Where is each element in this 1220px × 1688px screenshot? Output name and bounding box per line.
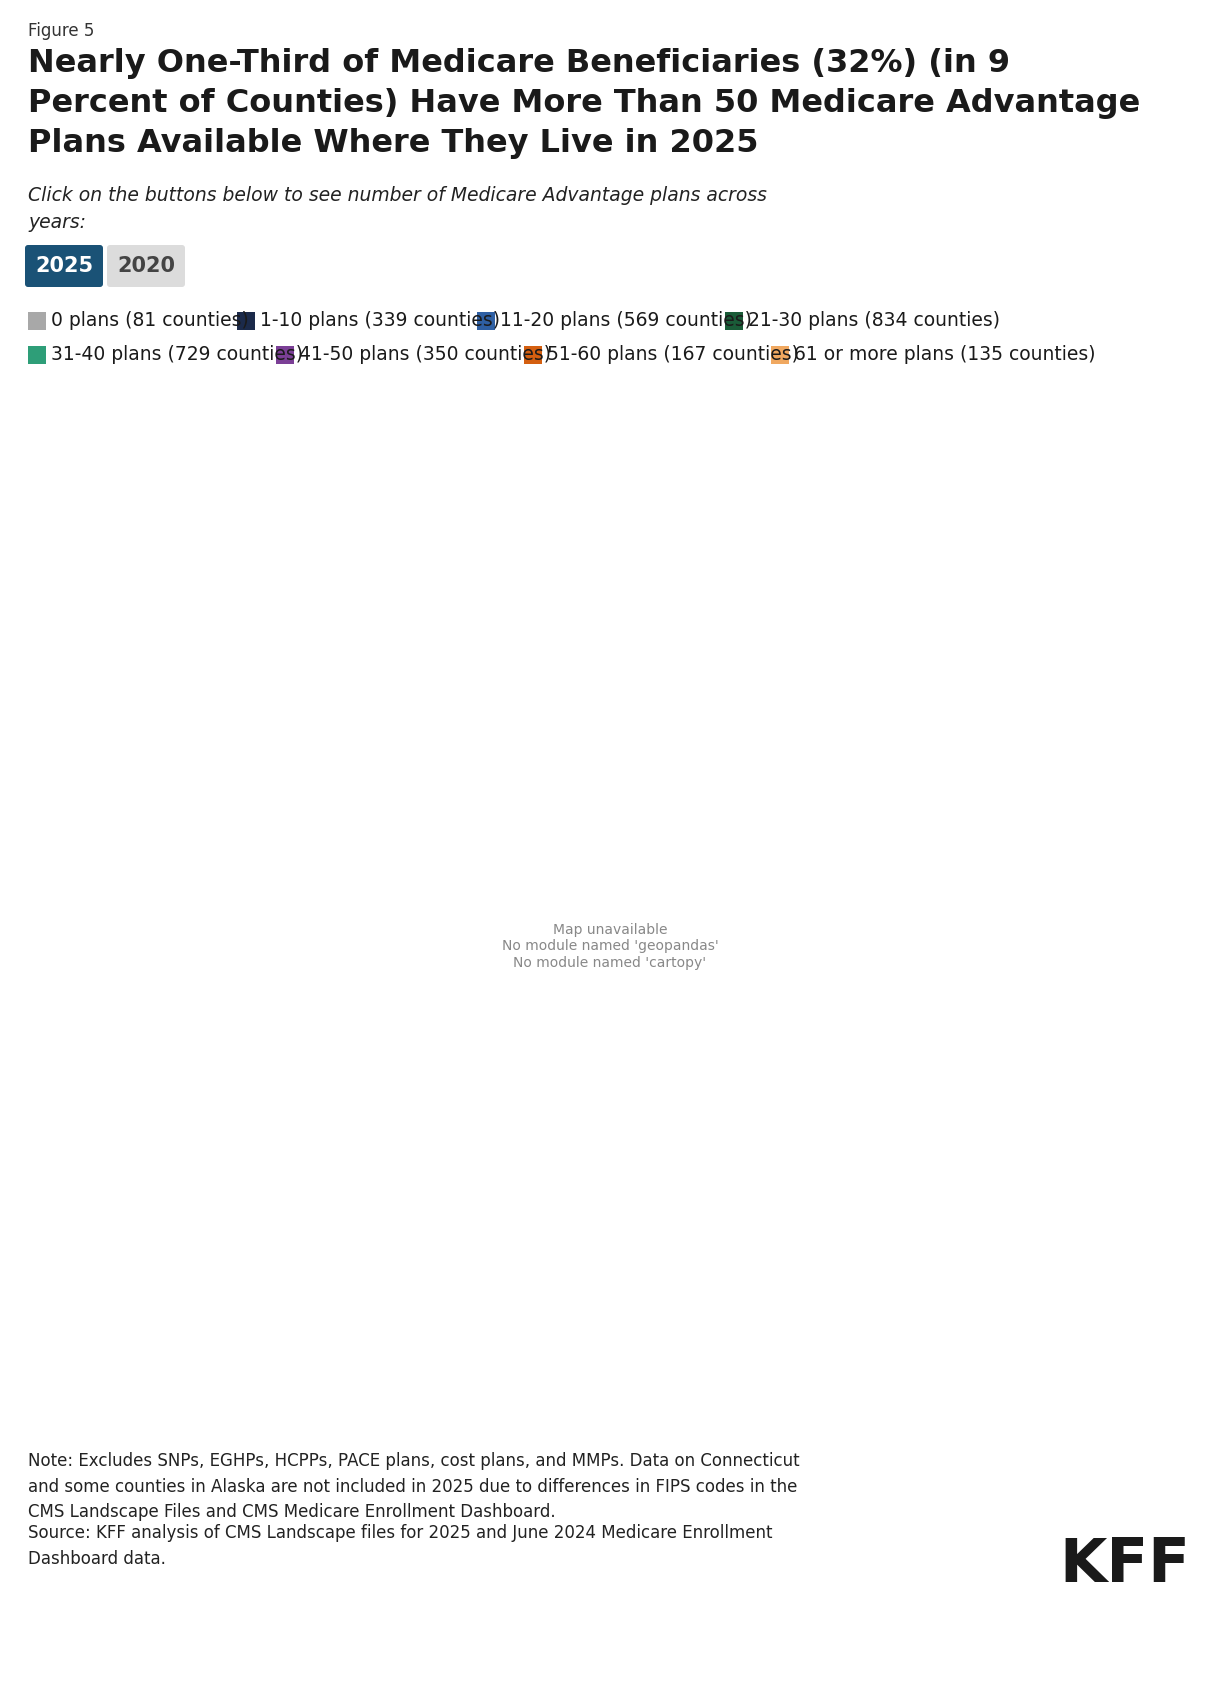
- Text: 2025: 2025: [35, 257, 93, 277]
- Text: Note: Excludes SNPs, EGHPs, HCPPs, PACE plans, cost plans, and MMPs. Data on Con: Note: Excludes SNPs, EGHPs, HCPPs, PACE …: [28, 1452, 799, 1521]
- Text: 31-40 plans (729 counties): 31-40 plans (729 counties): [51, 346, 303, 365]
- Bar: [237, 312, 255, 329]
- Text: 11-20 plans (569 counties): 11-20 plans (569 counties): [500, 312, 752, 331]
- Text: 21-30 plans (834 counties): 21-30 plans (834 counties): [748, 312, 999, 331]
- Text: Percent of Counties) Have More Than 50 Medicare Advantage: Percent of Counties) Have More Than 50 M…: [28, 88, 1141, 118]
- Bar: [771, 346, 789, 365]
- Text: 61 or more plans (135 counties): 61 or more plans (135 counties): [794, 346, 1096, 365]
- Bar: [28, 312, 46, 329]
- Text: Plans Available Where They Live in 2025: Plans Available Where They Live in 2025: [28, 128, 759, 159]
- Bar: [276, 346, 294, 365]
- Text: Map unavailable
No module named 'geopandas'
No module named 'cartopy': Map unavailable No module named 'geopand…: [501, 923, 719, 969]
- Text: Click on the buttons below to see number of Medicare Advantage plans across
year: Click on the buttons below to see number…: [28, 186, 767, 231]
- Text: Figure 5: Figure 5: [28, 22, 94, 41]
- FancyBboxPatch shape: [24, 245, 102, 287]
- Text: Nearly One-Third of Medicare Beneficiaries (32%) (in 9: Nearly One-Third of Medicare Beneficiari…: [28, 47, 1010, 79]
- Bar: [725, 312, 743, 329]
- Text: 41-50 plans (350 counties): 41-50 plans (350 counties): [299, 346, 550, 365]
- FancyBboxPatch shape: [107, 245, 185, 287]
- Bar: [477, 312, 495, 329]
- Text: Source: KFF analysis of CMS Landscape files for 2025 and June 2024 Medicare Enro: Source: KFF analysis of CMS Landscape fi…: [28, 1524, 772, 1568]
- Text: 51-60 plans (167 counties): 51-60 plans (167 counties): [547, 346, 798, 365]
- Text: 2020: 2020: [117, 257, 174, 277]
- Text: 1-10 plans (339 counties): 1-10 plans (339 counties): [260, 312, 500, 331]
- Text: 0 plans (81 counties): 0 plans (81 counties): [51, 312, 249, 331]
- Bar: [28, 346, 46, 365]
- Text: KFF: KFF: [1059, 1536, 1190, 1595]
- Bar: [523, 346, 542, 365]
